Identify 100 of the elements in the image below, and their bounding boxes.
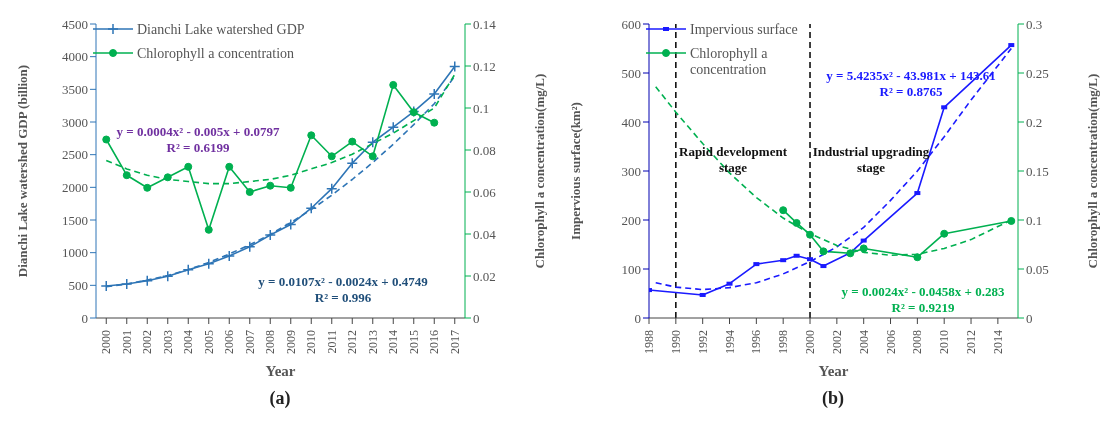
y-tick-label: 4000 [62, 49, 88, 65]
x-tick-label: 2002 [140, 330, 155, 354]
point [244, 241, 256, 253]
point [753, 262, 760, 267]
annotation: R² = 0.8765 [878, 84, 944, 100]
y-tick-label: 1000 [62, 245, 88, 261]
x-tick-label: 2014 [990, 330, 1005, 354]
y-tick-label: 300 [621, 163, 641, 179]
y2-tick-label: 0.05 [1026, 261, 1049, 277]
y-tick-label: 0 [634, 310, 641, 326]
x-tick-label: 2011 [324, 330, 339, 354]
point [806, 230, 815, 239]
y2-tick-label: 0 [1026, 310, 1033, 326]
point [346, 157, 358, 169]
x-tick-label: 2002 [829, 330, 844, 354]
x-tick-label: 2007 [242, 330, 257, 354]
point [859, 244, 868, 253]
point [223, 250, 235, 262]
point [913, 253, 922, 262]
x-tick-label: 2001 [119, 330, 134, 354]
x-tick-label: 1992 [695, 330, 710, 354]
point [387, 121, 399, 133]
y2-tick-label: 0.15 [1026, 163, 1049, 179]
x-tick-label: 2014 [386, 330, 401, 354]
legend-label: Dianchi Lake watershed GDP [137, 22, 305, 38]
point [367, 136, 379, 148]
x-tick-label: 1990 [668, 330, 683, 354]
y2-tick-label: 0.12 [473, 58, 496, 74]
x-tick-label: 2008 [263, 330, 278, 354]
legend-label: Impervious surface [690, 22, 798, 38]
annotation: Industrial upgrading stage [811, 144, 931, 176]
point [102, 135, 111, 144]
text: (b) [821, 388, 845, 410]
point [430, 118, 439, 127]
y-tick-label: 2000 [62, 179, 88, 195]
x-axis-title: Year [265, 363, 296, 379]
y2-tick-label: 0.06 [473, 184, 497, 200]
point [820, 264, 827, 269]
y-tick-label: 400 [621, 114, 641, 130]
y-tick-label: 4500 [62, 16, 88, 32]
y2-tick-label: 0.02 [473, 268, 496, 284]
point [780, 258, 787, 263]
point [264, 229, 276, 241]
annotation: y = 0.0024x² - 0.0458x + 0.283 [840, 284, 1006, 300]
y2-tick-label: 0.14 [473, 16, 497, 32]
annotation: R² = 0.9219 [890, 300, 956, 316]
x-tick-label: 2009 [283, 330, 298, 354]
x-tick-label: 2006 [222, 330, 237, 354]
x-tick-label: 2005 [201, 330, 216, 354]
x-axis-title: Year [818, 363, 849, 379]
x-tick-label: 1994 [722, 330, 737, 354]
point [122, 171, 131, 180]
point [779, 206, 788, 215]
x-tick-label: 1988 [642, 330, 656, 354]
point [245, 188, 254, 196]
y2-tick-label: 0 [473, 310, 480, 326]
y-tick-label: 1500 [62, 212, 88, 228]
annotation: y = 0.0107x² - 0.0024x + 0.4749 [257, 274, 429, 290]
point [305, 202, 317, 214]
y2-tick-label: 0.04 [473, 226, 497, 242]
annotation: R² = 0.996 [313, 290, 373, 306]
point [285, 218, 297, 231]
point [143, 183, 152, 192]
point [348, 137, 357, 146]
point [225, 162, 234, 171]
x-tick-label: 2000 [99, 330, 114, 354]
text: (a) [268, 388, 292, 410]
point [266, 181, 275, 190]
x-tick-label: 2003 [160, 330, 175, 354]
y2-tick-label: 0.25 [1026, 65, 1049, 81]
x-tick-label: 2012 [964, 330, 979, 354]
x-tick-label: 2013 [365, 330, 380, 354]
point [121, 278, 133, 290]
x-tick-label: 2004 [181, 330, 196, 354]
y-tick-label: 2500 [62, 147, 88, 163]
point [204, 225, 213, 234]
y2-tick-label: 0.1 [1026, 212, 1043, 228]
x-tick-label: 2012 [345, 330, 360, 354]
x-tick-label: 2016 [427, 330, 442, 354]
y-axis-title: Impervious surface(km²) [567, 102, 583, 240]
point [428, 88, 440, 100]
point [326, 182, 338, 195]
y2-axis-title: Chlorophyll a concentration(mg/L) [1084, 73, 1100, 269]
point [163, 173, 172, 182]
point [327, 152, 336, 161]
point [699, 292, 706, 297]
y-tick-label: 500 [68, 277, 88, 293]
annotation: Rapid development stage [678, 144, 788, 176]
y2-tick-label: 0.2 [1026, 114, 1043, 130]
point [807, 257, 814, 262]
x-tick-label: 1996 [749, 330, 764, 354]
point [860, 238, 867, 243]
point [914, 191, 921, 196]
y2-tick-label: 0.08 [473, 142, 496, 158]
point [162, 270, 174, 282]
x-tick-label: 2004 [856, 330, 871, 354]
y-tick-label: 0 [81, 310, 88, 326]
point [368, 152, 377, 161]
annotation: R² = 0.6199 [165, 140, 231, 156]
point [792, 218, 801, 227]
